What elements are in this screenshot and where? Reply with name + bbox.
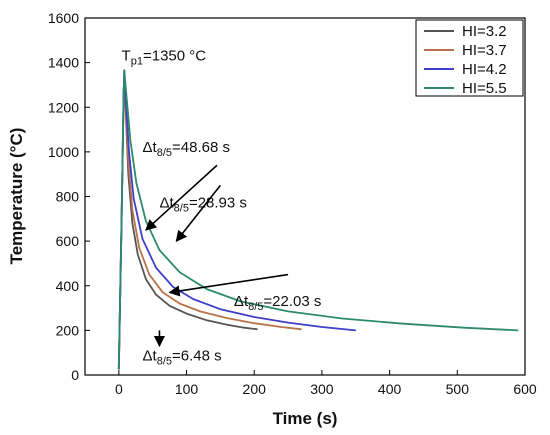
annotation-suffix: =28.93 s bbox=[189, 195, 247, 212]
series-line-3 bbox=[117, 69, 356, 370]
series-line-1 bbox=[117, 69, 258, 370]
annotation-arrow-a2 bbox=[175, 184, 222, 243]
x-tick-label: 300 bbox=[310, 381, 334, 397]
legend-label-4: HI=5.5 bbox=[462, 80, 507, 97]
legend-label-3: HI=4.2 bbox=[462, 61, 507, 78]
legend-box bbox=[415, 19, 524, 97]
legend-label-1: HI=3.2 bbox=[462, 23, 507, 40]
x-tick-label: 500 bbox=[446, 381, 470, 397]
annotation-base: T bbox=[122, 47, 131, 64]
x-tick-label: 100 bbox=[175, 381, 199, 397]
axis-ticks: 0 100 200 300 400 500 600 0 200 400 600 800 1000 1200… bbox=[48, 10, 537, 397]
annotation-a2: Δt8/5=28.93 s bbox=[159, 195, 246, 215]
y-tick-label: 1000 bbox=[48, 144, 79, 160]
legend: HI=3.2 HI=3.7 HI=4.2 HI=5.5 bbox=[415, 19, 524, 97]
y-tick-label: 800 bbox=[56, 189, 80, 205]
annotation-base: Δt bbox=[159, 195, 174, 212]
x-tick-label: 600 bbox=[513, 381, 537, 397]
y-tick-label: 1600 bbox=[48, 10, 79, 26]
annotation-arrow-a1 bbox=[145, 164, 218, 231]
y-tick-label: 0 bbox=[71, 367, 79, 383]
series-line-4 bbox=[117, 69, 519, 370]
series-lines bbox=[117, 69, 519, 370]
y-tick-label: 1200 bbox=[48, 99, 79, 115]
annotation-suffix: =48.68 s bbox=[172, 139, 230, 156]
annotation-subscript: p1 bbox=[131, 55, 143, 67]
x-tick-label: 200 bbox=[243, 381, 267, 397]
x-tick-label: 400 bbox=[378, 381, 402, 397]
annotation-base: Δt bbox=[234, 293, 249, 310]
annotation-tp1: Tp1=1350 °C bbox=[122, 47, 207, 67]
y-tick-label: 400 bbox=[56, 278, 80, 294]
annotation-arrow-a3 bbox=[168, 273, 289, 297]
annotation-base: Δt bbox=[143, 347, 158, 364]
annotation-subscript: 8/5 bbox=[157, 147, 172, 159]
y-tick-label: 200 bbox=[56, 322, 80, 338]
legend-label-2: HI=3.7 bbox=[462, 42, 507, 59]
annotation-suffix: =22.03 s bbox=[263, 293, 321, 310]
annotation-a1: Δt8/5=48.68 s bbox=[143, 139, 230, 159]
annotation-suffix: =1350 °C bbox=[143, 47, 206, 64]
annotation-subscript: 8/5 bbox=[174, 203, 189, 215]
annotation-a3: Δt8/5=22.03 s bbox=[234, 293, 321, 313]
x-axis-title: Time (s) bbox=[273, 409, 338, 428]
annotation-suffix: =6.48 s bbox=[172, 347, 222, 364]
annotation-base: Δt bbox=[143, 139, 158, 156]
x-tick-label: 0 bbox=[115, 381, 123, 397]
y-tick-label: 600 bbox=[56, 233, 80, 249]
annotation-a4: Δt8/5=6.48 s bbox=[143, 347, 222, 367]
y-axis-title: Temperature (°C) bbox=[7, 128, 26, 265]
annotation-subscript: 8/5 bbox=[248, 301, 263, 313]
annotation-subscript: 8/5 bbox=[157, 355, 172, 367]
y-tick-label: 1400 bbox=[48, 55, 79, 71]
